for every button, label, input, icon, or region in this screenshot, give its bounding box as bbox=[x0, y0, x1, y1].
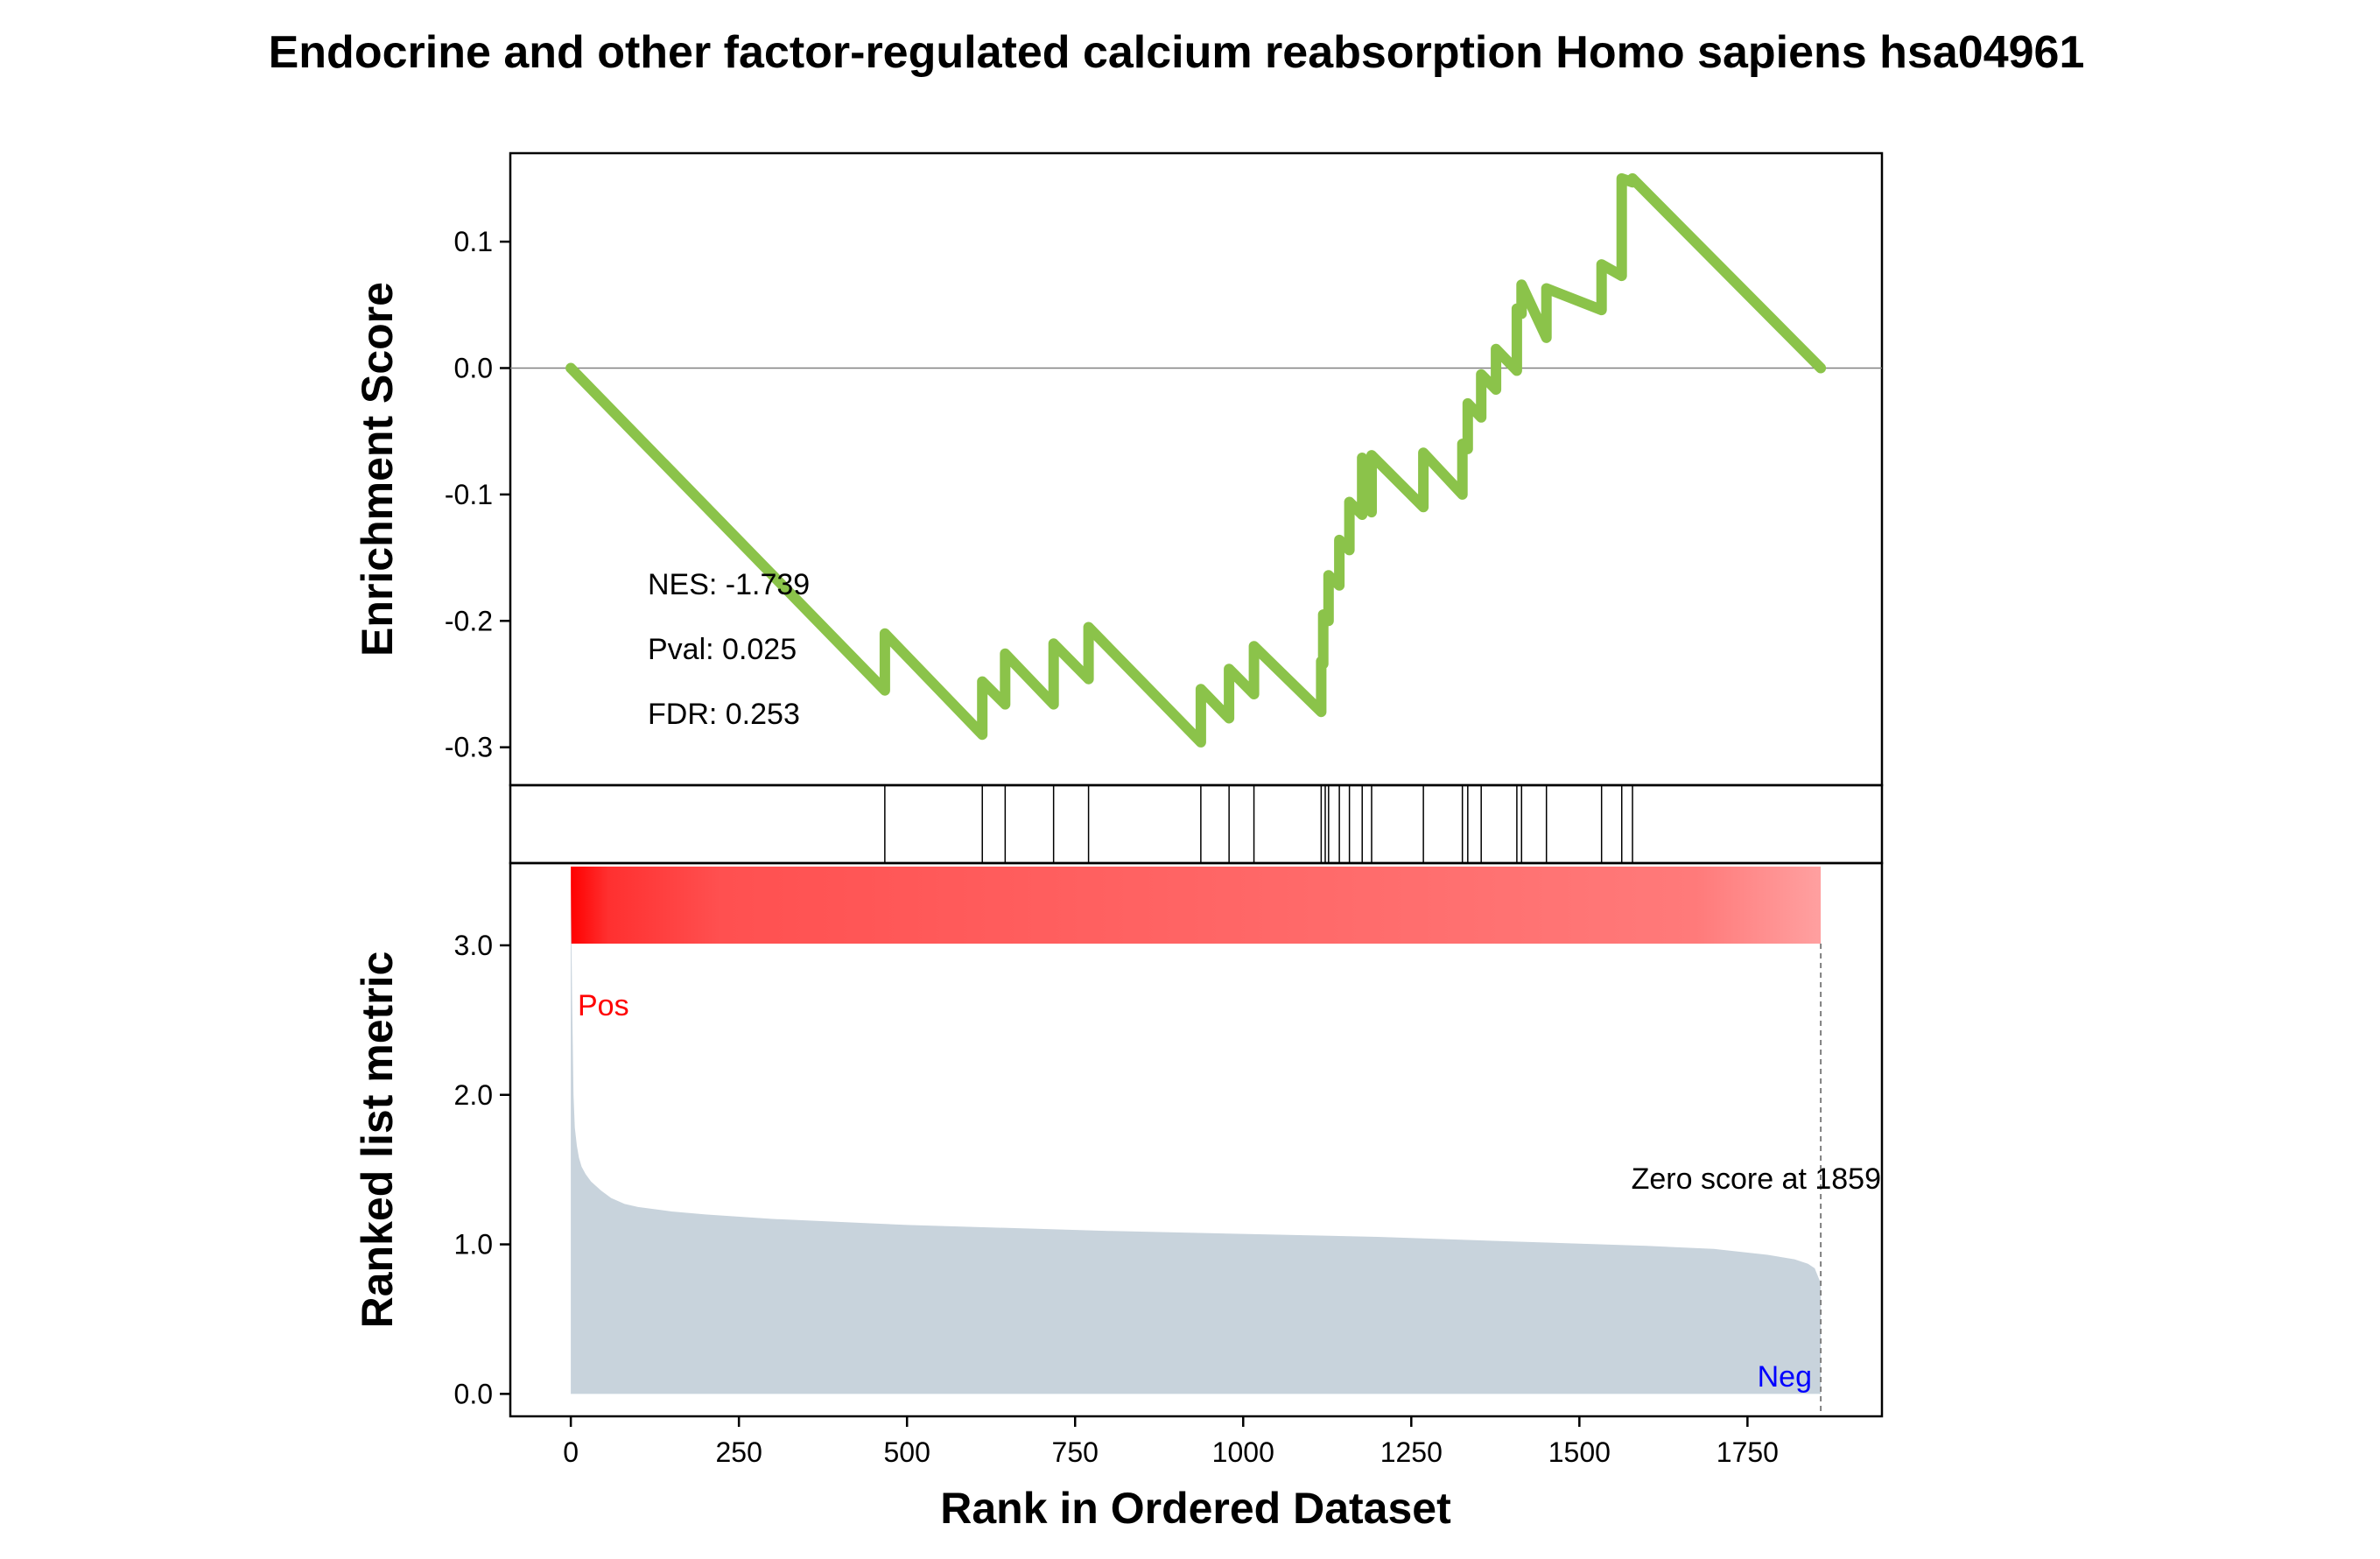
ranked-y-label: Ranked list metric bbox=[353, 952, 402, 1329]
x-axis-label: Rank in Ordered Dataset bbox=[940, 1484, 1451, 1533]
x-tick-label: 500 bbox=[884, 1436, 930, 1468]
x-tick-label: 1500 bbox=[1548, 1436, 1611, 1468]
chart-title: Endocrine and other factor-regulated cal… bbox=[269, 27, 2085, 78]
enrichment-y-ticks: -0.3 -0.2 -0.1 0.0 0.1 bbox=[445, 226, 510, 763]
rank-heatbar bbox=[571, 867, 1822, 944]
x-tick-label: 1750 bbox=[1717, 1436, 1779, 1468]
enrichment-y-tick-label: -0.2 bbox=[445, 605, 493, 636]
ranked-y-tick-label: 2.0 bbox=[454, 1079, 493, 1111]
neg-label: Neg bbox=[1758, 1360, 1812, 1394]
enrichment-y-tick-label: -0.3 bbox=[445, 732, 493, 763]
enrichment-y-tick-label: 0.0 bbox=[454, 352, 493, 383]
x-ticks: 0 250 500 750 1000 1250 1500 1750 bbox=[563, 1416, 1779, 1468]
ranked-metric-area bbox=[571, 885, 1822, 1394]
x-tick-label: 750 bbox=[1052, 1436, 1099, 1468]
enrichment-y-tick-label: -0.1 bbox=[445, 479, 493, 510]
x-tick-label: 250 bbox=[715, 1436, 762, 1468]
ranked-panel: 0.01.02.03.0 Pos Neg Zero score at 1859 … bbox=[353, 861, 1884, 1418]
x-tick-label: 1250 bbox=[1380, 1436, 1443, 1468]
enrichment-score-line bbox=[565, 172, 1827, 748]
ranked-y-tick-label: 0.0 bbox=[454, 1378, 493, 1409]
ranked-frame bbox=[509, 861, 1884, 1418]
hits-panel bbox=[509, 783, 1884, 865]
zero-score-label: Zero score at 1859 bbox=[1632, 1162, 1881, 1196]
ranked-y-tick-label: 1.0 bbox=[454, 1229, 493, 1261]
stat-nes: NES: -1.739 bbox=[648, 568, 810, 601]
hits-frame bbox=[509, 783, 1884, 865]
enrichment-y-tick-label: 0.1 bbox=[454, 226, 493, 257]
x-tick-label: 0 bbox=[563, 1436, 579, 1468]
stat-fdr: FDR: 0.253 bbox=[648, 698, 800, 731]
enrichment-panel: -0.3 -0.2 -0.1 0.0 0.1 NES: -1.739 Pval: 0.0… bbox=[353, 151, 1884, 787]
ranked-y-ticks: 0.0 1.0 2.0 3.0 bbox=[454, 930, 510, 1409]
pos-label: Pos bbox=[578, 989, 629, 1022]
enrichment-y-label: Enrichment Score bbox=[353, 282, 402, 657]
ranked-y-tick-label: 3.0 bbox=[454, 930, 493, 961]
x-tick-label: 1000 bbox=[1212, 1436, 1274, 1468]
stat-pval: Pval: 0.025 bbox=[648, 633, 797, 666]
hit-lines bbox=[884, 785, 1633, 863]
